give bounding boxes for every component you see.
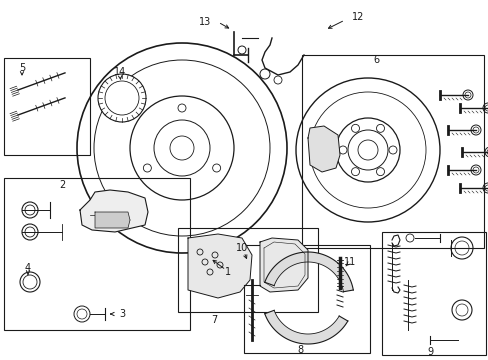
Bar (302, 55, 483, 248)
Polygon shape (187, 234, 251, 298)
Text: 9: 9 (426, 347, 432, 357)
Text: 4: 4 (25, 263, 31, 273)
Text: 8: 8 (296, 345, 303, 355)
Polygon shape (264, 252, 352, 292)
Text: 2: 2 (59, 180, 65, 190)
Bar (244, 245, 369, 353)
Polygon shape (307, 126, 339, 172)
Polygon shape (260, 238, 307, 292)
Text: 6: 6 (372, 55, 378, 65)
Text: 11: 11 (343, 257, 355, 267)
Circle shape (98, 74, 146, 122)
Bar (381, 232, 485, 355)
Bar (4, 58, 90, 155)
Polygon shape (95, 212, 130, 228)
Text: 14: 14 (114, 67, 126, 77)
Polygon shape (264, 310, 347, 344)
Text: 5: 5 (19, 63, 25, 73)
Bar (178, 228, 317, 312)
Text: 13: 13 (199, 17, 211, 27)
Bar (4, 178, 190, 330)
Text: 10: 10 (235, 243, 247, 253)
Polygon shape (80, 190, 148, 232)
Text: 7: 7 (210, 315, 217, 325)
Text: 1: 1 (224, 267, 231, 277)
Text: 3: 3 (119, 309, 125, 319)
Text: 12: 12 (351, 12, 364, 22)
